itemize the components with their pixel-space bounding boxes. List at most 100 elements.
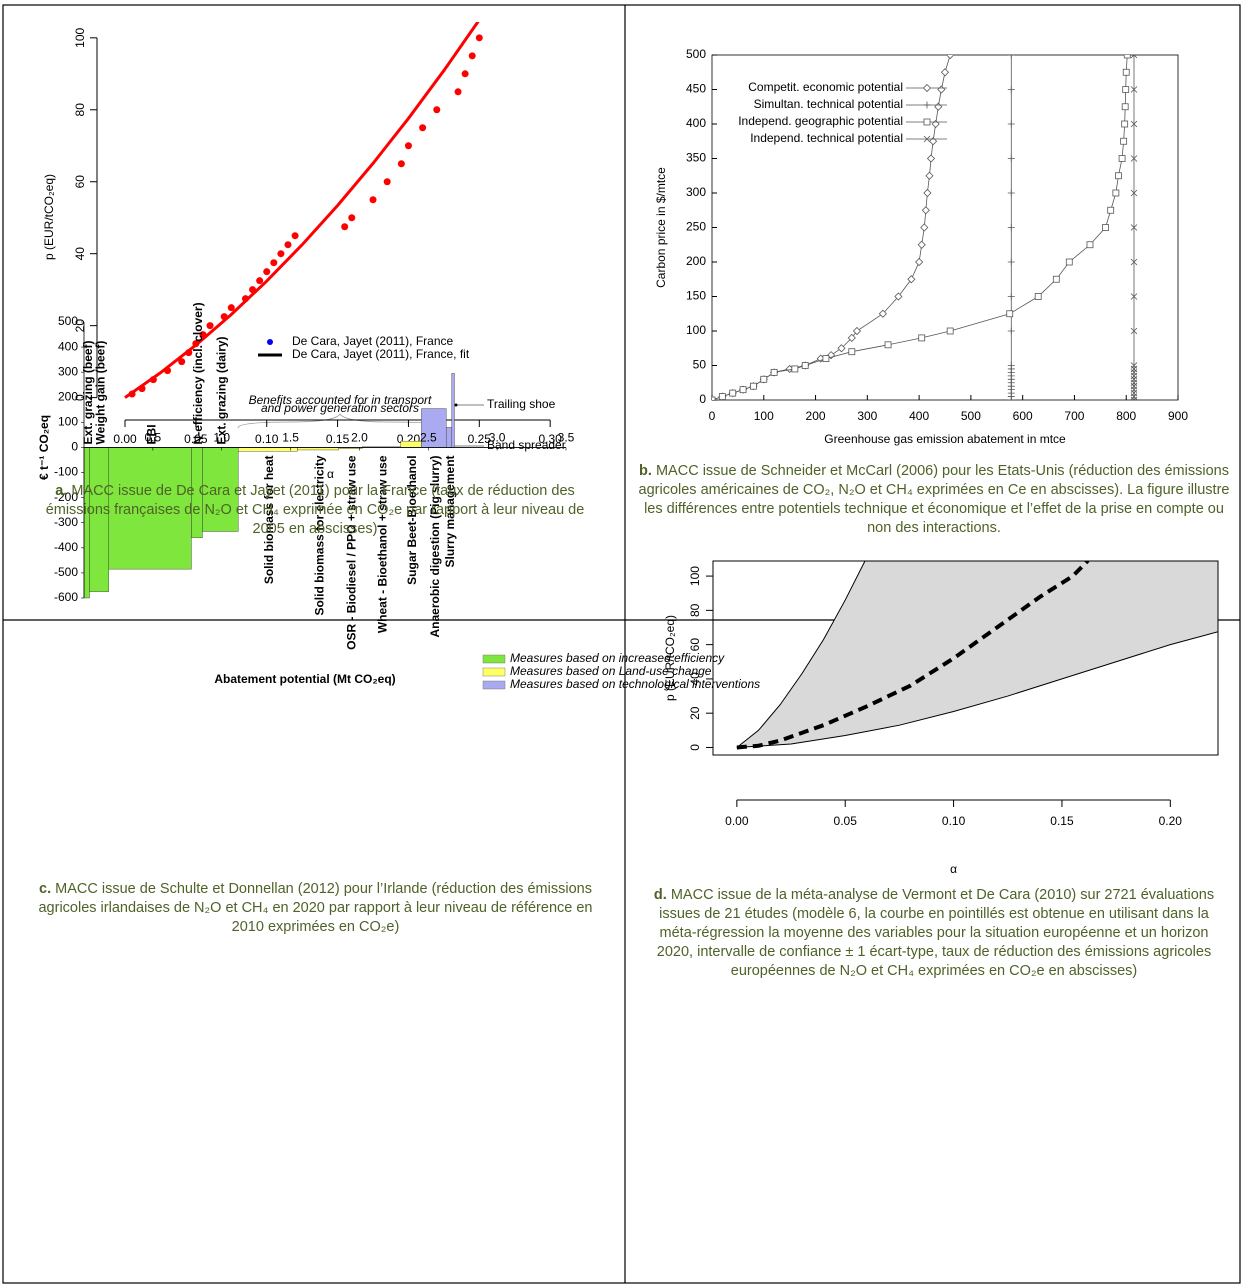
x-tick-label: 2.0	[351, 431, 368, 445]
point	[348, 214, 356, 222]
y-tick-label: 80	[688, 603, 702, 617]
bar	[445, 427, 452, 448]
point	[419, 124, 427, 132]
bound-curve	[736, 631, 1218, 748]
x-tick-label: 200	[806, 409, 826, 423]
point	[922, 83, 932, 93]
point	[739, 386, 747, 394]
bar-label: Wheat - Bioethanol + straw use	[376, 455, 390, 633]
x-tick-label: 800	[1116, 409, 1136, 423]
caption-text: MACC issue de De Cara et Jayet (2011) po…	[45, 483, 585, 537]
point	[1007, 120, 1015, 128]
bar-label: Ext. grazing (dairy)	[215, 336, 229, 444]
point	[925, 171, 934, 180]
point	[1122, 86, 1130, 93]
plot-frame	[712, 560, 1219, 756]
x-tick-label: 700	[1064, 409, 1084, 423]
point	[461, 70, 469, 78]
y-tick-label: -400	[54, 540, 78, 554]
leader-dot	[454, 403, 458, 407]
x-tick-label: 3.0	[489, 431, 506, 445]
x-tick-label: 0.10	[255, 432, 279, 446]
point	[284, 241, 292, 249]
x-axis-label: Greenhouse gas emission abatement in mtc…	[824, 432, 1066, 446]
x-tick-label: 0.30	[538, 432, 562, 446]
x-axis-label: α	[950, 862, 957, 876]
x-tick-label: 0	[709, 409, 716, 423]
point	[383, 178, 391, 186]
bar-label: EBI	[144, 424, 158, 444]
caption-label: c.	[39, 881, 52, 897]
x-tick-label: 0.00	[113, 432, 137, 446]
y-tick-label: 80	[73, 103, 87, 117]
point	[878, 309, 887, 318]
x-tick-label: 0.25	[468, 432, 492, 446]
x-tick-label: 600	[1013, 409, 1033, 423]
point	[1007, 55, 1015, 59]
point	[929, 137, 938, 146]
y-tick-label: 250	[686, 220, 706, 234]
point	[270, 259, 278, 267]
y-axis-label: p (EUR/tCO₂eq)	[42, 174, 56, 260]
point	[1007, 86, 1015, 93]
x-tick-label: 500	[961, 409, 981, 423]
point	[1130, 258, 1138, 266]
y-tick-label: 60	[73, 175, 87, 189]
y-tick-label: 300	[58, 364, 78, 378]
point	[827, 351, 836, 360]
y-tick-label: 50	[693, 358, 707, 372]
point	[1120, 137, 1128, 145]
legend-swatch	[482, 680, 506, 690]
point	[822, 355, 830, 363]
point	[1065, 258, 1073, 266]
y-tick-label: 20	[688, 706, 702, 720]
point	[454, 88, 462, 96]
bar-label: N-efficiency (incl. clover)	[191, 302, 205, 444]
x-tick-label: 0.20	[1159, 814, 1183, 828]
point	[801, 362, 809, 369]
point	[1007, 293, 1015, 300]
caption-text: MACC issue de Schulte et Donnellan (2012…	[38, 881, 593, 935]
point	[1007, 258, 1015, 266]
point	[1123, 55, 1131, 59]
brace	[237, 413, 446, 429]
point	[1118, 155, 1126, 162]
legend-swatch	[482, 667, 506, 677]
x-tick-label: 100	[754, 409, 774, 423]
point	[837, 344, 846, 353]
point	[937, 85, 946, 94]
x-tick-label: 0.05	[834, 814, 858, 828]
point	[718, 393, 726, 400]
point	[917, 240, 926, 249]
y-tick-label: 40	[688, 672, 702, 686]
table-border	[2, 4, 1241, 1284]
y-axis-label: Carbon price in $/mtce	[654, 167, 668, 288]
point	[1121, 120, 1129, 128]
annotation: Trailing shoe	[487, 397, 556, 411]
x-tick-label: 0.05	[184, 432, 208, 446]
point	[1130, 55, 1138, 59]
point	[852, 326, 862, 336]
point	[940, 68, 950, 77]
point	[894, 292, 903, 301]
point	[926, 154, 936, 163]
legend-label: Simultan. technical potential	[754, 97, 903, 111]
y-axis-label: € t⁻¹ CO₂eq	[37, 415, 51, 480]
y-tick-label: 150	[686, 289, 706, 303]
legend-label: Competit. economic potential	[748, 80, 903, 94]
point	[1102, 224, 1109, 231]
point	[341, 223, 349, 231]
y-tick-label: -100	[54, 465, 78, 479]
point	[907, 275, 916, 284]
point	[770, 368, 778, 376]
y-tick-label: 400	[58, 339, 78, 353]
y-tick-label: -300	[54, 515, 78, 529]
point	[923, 101, 931, 109]
point	[1086, 241, 1094, 249]
y-tick-label: -200	[54, 490, 78, 504]
plot-area	[124, 22, 483, 399]
legend-swatch	[482, 654, 506, 664]
point	[915, 257, 924, 267]
bar	[400, 440, 422, 448]
bound-curve	[736, 561, 866, 748]
